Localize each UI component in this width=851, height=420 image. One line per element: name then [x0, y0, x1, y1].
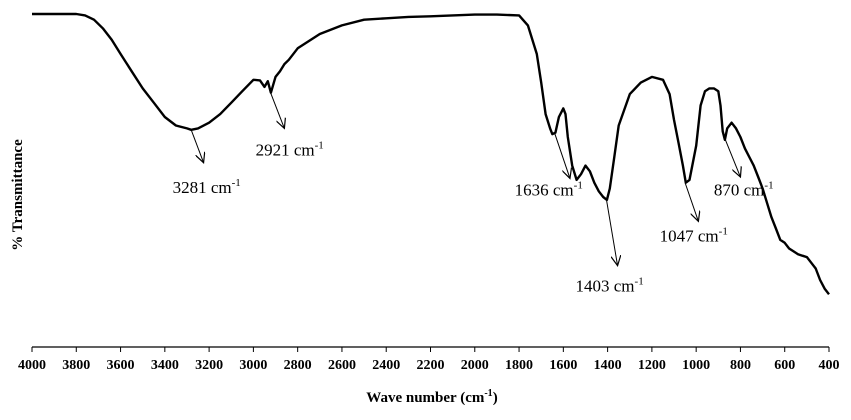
peak-label-superscript: -1	[635, 275, 644, 287]
x-tick-label: 2200	[417, 358, 445, 373]
x-tick-label: 3400	[151, 358, 179, 373]
peak-label-superscript: -1	[719, 225, 728, 237]
y-axis-label: % Transmittance	[10, 139, 26, 251]
peak-annotation: 1047 cm-1	[660, 182, 728, 245]
peak-label: 1047 cm-1	[660, 225, 728, 245]
x-tick-label: 600	[774, 358, 795, 373]
peak-annotation: 870 cm-1	[714, 139, 774, 200]
peak-label-superscript: -1	[574, 180, 583, 192]
x-tick-label: 1600	[549, 358, 577, 373]
peak-label-text: 1636 cm	[515, 181, 574, 200]
peak-arrow	[724, 139, 740, 177]
peak-label-text: 870 cm	[714, 181, 765, 200]
x-tick-label: 2400	[372, 358, 400, 373]
x-tick-label: 3600	[107, 358, 135, 373]
x-tick-label: 3000	[239, 358, 267, 373]
peak-arrow	[269, 91, 284, 128]
x-tick-label: 1200	[638, 358, 666, 373]
peak-arrow	[554, 132, 569, 179]
peak-annotation: 3281 cm-1	[173, 129, 241, 197]
x-axis-label-text: Wave number (cm	[366, 390, 485, 406]
x-tick-label: 1000	[682, 358, 710, 373]
peak-label-superscript: -1	[232, 177, 241, 189]
x-tick-label: 1400	[594, 358, 622, 373]
peak-label-text: 1047 cm	[660, 226, 719, 245]
peak-label-text: 3281 cm	[173, 178, 232, 197]
peak-annotation: 1636 cm-1	[515, 132, 583, 200]
peak-label: 2921 cm-1	[256, 140, 324, 160]
peak-label-superscript: -1	[315, 140, 324, 152]
x-tick-label: 3800	[62, 358, 90, 373]
peak-label-text: 1403 cm	[576, 276, 635, 295]
x-axis-label-close: )	[493, 390, 498, 406]
spectrum-line	[32, 12, 830, 296]
peak-arrow	[606, 199, 618, 266]
peak-annotation: 1403 cm-1	[576, 199, 644, 295]
x-tick-label: 800	[730, 358, 751, 373]
plot-layer	[32, 12, 830, 296]
peak-annotation: 2921 cm-1	[256, 91, 324, 160]
peak-label-text: 2921 cm	[256, 141, 315, 160]
x-axis-label: Wave number (cm-1)	[366, 388, 497, 406]
x-tick-label: 1800	[505, 358, 533, 373]
x-tick-label: 2000	[461, 358, 489, 373]
x-tick-label: 2800	[284, 358, 312, 373]
x-tick-label: 400	[819, 358, 840, 373]
peak-label: 1636 cm-1	[515, 180, 583, 200]
x-tick-label: 2600	[328, 358, 356, 373]
peak-label: 870 cm-1	[714, 180, 774, 200]
peak-label: 1403 cm-1	[576, 275, 644, 295]
x-axis-label-superscript: -1	[484, 388, 492, 399]
x-tick-label: 4000	[18, 358, 46, 373]
x-axis: 4000 3800 3600 3400 3200 3000 2800 2600 2400 2200…	[18, 346, 840, 373]
peak-label-superscript: -1	[764, 180, 773, 192]
peak-arrow	[684, 182, 698, 222]
peak-label: 3281 cm-1	[173, 177, 241, 197]
peak-arrow	[190, 129, 203, 163]
x-tick-label: 3200	[195, 358, 223, 373]
